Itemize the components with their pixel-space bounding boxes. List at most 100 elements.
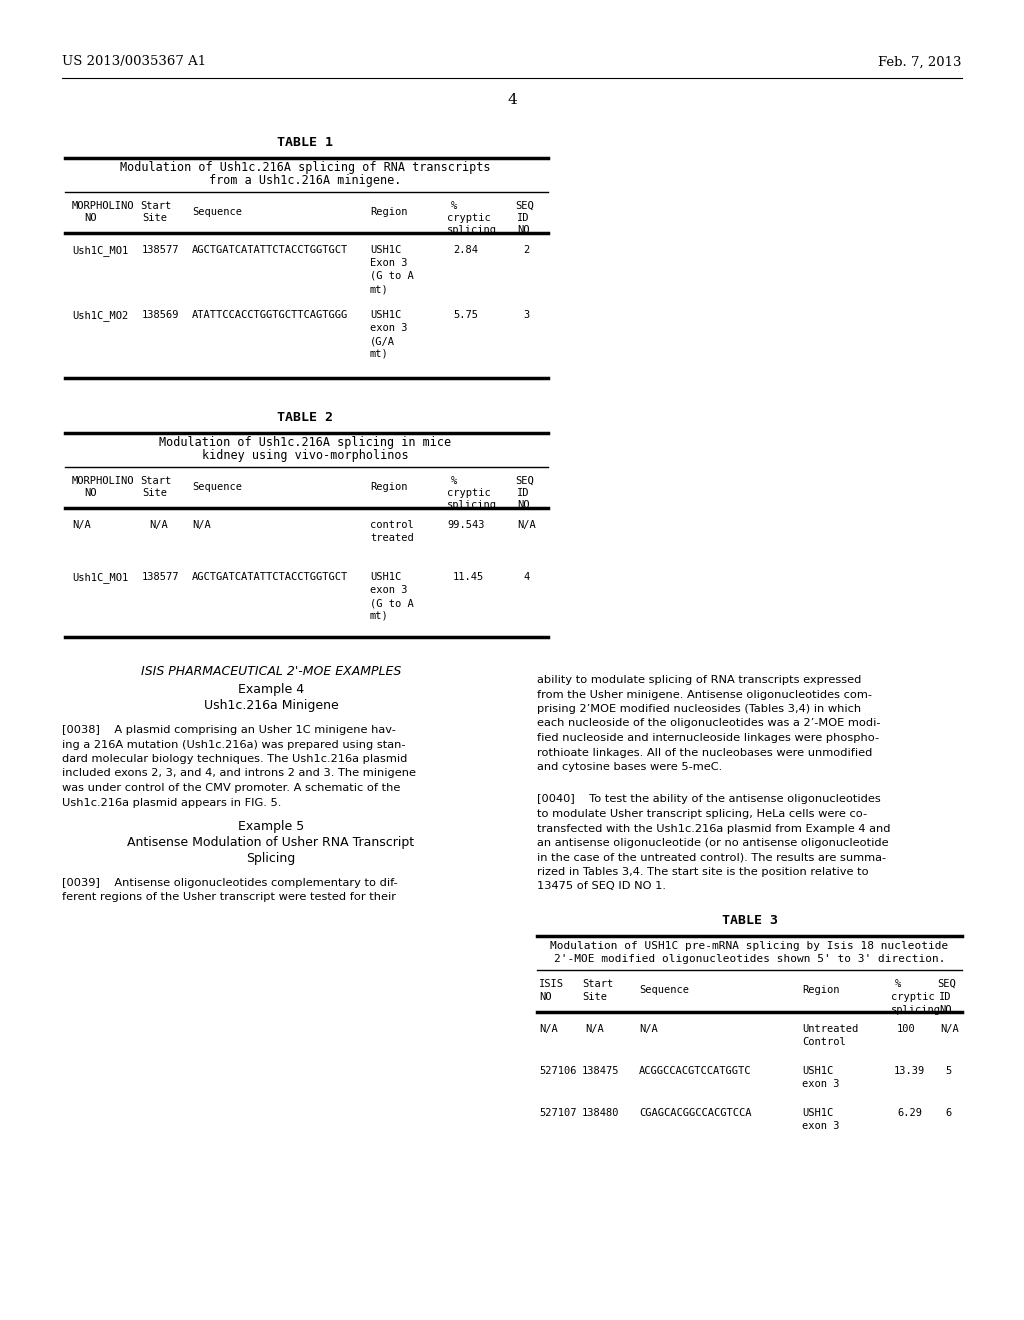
Text: splicing: splicing bbox=[891, 1005, 941, 1015]
Text: SEQ: SEQ bbox=[937, 979, 955, 989]
Text: Untreated: Untreated bbox=[802, 1024, 858, 1034]
Text: TABLE 3: TABLE 3 bbox=[722, 913, 777, 927]
Text: Exon 3: Exon 3 bbox=[370, 257, 408, 268]
Text: Region: Region bbox=[802, 985, 840, 995]
Text: 138577: 138577 bbox=[142, 572, 179, 582]
Text: exon 3: exon 3 bbox=[802, 1121, 840, 1131]
Text: ACGGCCACGTCCATGGTC: ACGGCCACGTCCATGGTC bbox=[639, 1067, 752, 1076]
Text: control: control bbox=[370, 520, 414, 531]
Text: prising 2’MOE modified nucleosides (Tables 3,4) in which: prising 2’MOE modified nucleosides (Tabl… bbox=[537, 704, 861, 714]
Text: Site: Site bbox=[142, 213, 167, 223]
Text: NO: NO bbox=[517, 224, 529, 235]
Text: ferent regions of the Usher transcript were tested for their: ferent regions of the Usher transcript w… bbox=[62, 892, 396, 903]
Text: Sequence: Sequence bbox=[639, 985, 689, 995]
Text: Example 5: Example 5 bbox=[238, 820, 304, 833]
Text: ing a 216A mutation (Ush1c.216a) was prepared using stan-: ing a 216A mutation (Ush1c.216a) was pre… bbox=[62, 739, 406, 750]
Text: ISIS: ISIS bbox=[539, 979, 564, 989]
Text: 527106: 527106 bbox=[539, 1067, 577, 1076]
Text: ID: ID bbox=[517, 213, 529, 223]
Text: NO: NO bbox=[939, 1005, 951, 1015]
Text: splicing: splicing bbox=[447, 224, 497, 235]
Text: 13.39: 13.39 bbox=[894, 1067, 926, 1076]
Text: was under control of the CMV promoter. A schematic of the: was under control of the CMV promoter. A… bbox=[62, 783, 400, 793]
Text: Control: Control bbox=[802, 1038, 846, 1047]
Text: 6: 6 bbox=[945, 1107, 951, 1118]
Text: N/A: N/A bbox=[72, 520, 91, 531]
Text: Site: Site bbox=[582, 993, 607, 1002]
Text: 4: 4 bbox=[507, 92, 517, 107]
Text: Sequence: Sequence bbox=[193, 482, 242, 492]
Text: 138577: 138577 bbox=[142, 246, 179, 255]
Text: ability to modulate splicing of RNA transcripts expressed: ability to modulate splicing of RNA tran… bbox=[537, 675, 861, 685]
Text: N/A: N/A bbox=[940, 1024, 958, 1034]
Text: cryptic: cryptic bbox=[447, 213, 490, 223]
Text: Example 4: Example 4 bbox=[238, 682, 304, 696]
Text: exon 3: exon 3 bbox=[802, 1078, 840, 1089]
Text: SEQ: SEQ bbox=[515, 201, 534, 211]
Text: cryptic: cryptic bbox=[891, 993, 935, 1002]
Text: USH1C: USH1C bbox=[802, 1067, 834, 1076]
Text: N/A: N/A bbox=[639, 1024, 657, 1034]
Text: from a Ush1c.216A minigene.: from a Ush1c.216A minigene. bbox=[209, 174, 401, 187]
Text: USH1C: USH1C bbox=[370, 572, 401, 582]
Text: 13475 of SEQ ID NO 1.: 13475 of SEQ ID NO 1. bbox=[537, 882, 666, 891]
Text: Start: Start bbox=[582, 979, 613, 989]
Text: Feb. 7, 2013: Feb. 7, 2013 bbox=[879, 55, 962, 69]
Text: an antisense oligonucleotide (or no antisense oligonucleotide: an antisense oligonucleotide (or no anti… bbox=[537, 838, 889, 847]
Text: [0038]    A plasmid comprising an Usher 1C minigene hav-: [0038] A plasmid comprising an Usher 1C … bbox=[62, 725, 396, 735]
Text: N/A: N/A bbox=[150, 520, 168, 531]
Text: Modulation of USH1C pre-mRNA splicing by Isis 18 nucleotide: Modulation of USH1C pre-mRNA splicing by… bbox=[550, 941, 948, 950]
Text: Ush1c.216a plasmid appears in FIG. 5.: Ush1c.216a plasmid appears in FIG. 5. bbox=[62, 797, 282, 808]
Text: %: % bbox=[451, 477, 458, 486]
Text: [0039]    Antisense oligonucleotides complementary to dif-: [0039] Antisense oligonucleotides comple… bbox=[62, 878, 397, 888]
Text: NO: NO bbox=[84, 488, 96, 498]
Text: (G/A: (G/A bbox=[370, 337, 395, 346]
Text: NO: NO bbox=[84, 213, 96, 223]
Text: N/A: N/A bbox=[193, 520, 211, 531]
Text: in the case of the untreated control). The results are summa-: in the case of the untreated control). T… bbox=[537, 853, 886, 862]
Text: splicing: splicing bbox=[447, 500, 497, 510]
Text: USH1C: USH1C bbox=[370, 246, 401, 255]
Text: from the Usher minigene. Antisense oligonucleotides com-: from the Usher minigene. Antisense oligo… bbox=[537, 689, 872, 700]
Text: 100: 100 bbox=[897, 1024, 915, 1034]
Text: USH1C: USH1C bbox=[802, 1107, 834, 1118]
Text: Ush1C_MO1: Ush1C_MO1 bbox=[72, 246, 128, 256]
Text: TABLE 1: TABLE 1 bbox=[278, 136, 333, 149]
Text: each nucleoside of the oligonucleotides was a 2’-MOE modi-: each nucleoside of the oligonucleotides … bbox=[537, 718, 881, 729]
Text: rized in Tables 3,4. The start site is the position relative to: rized in Tables 3,4. The start site is t… bbox=[537, 867, 868, 876]
Text: (G to A: (G to A bbox=[370, 271, 414, 281]
Text: exon 3: exon 3 bbox=[370, 585, 408, 595]
Text: Ush1c.216a Minigene: Ush1c.216a Minigene bbox=[204, 700, 338, 711]
Text: AGCTGATCATATTCTACCTGGTGCT: AGCTGATCATATTCTACCTGGTGCT bbox=[193, 572, 348, 582]
Text: MORPHOLINO: MORPHOLINO bbox=[72, 477, 134, 486]
Text: transfected with the Ush1c.216a plasmid from Example 4 and: transfected with the Ush1c.216a plasmid … bbox=[537, 824, 891, 833]
Text: rothioate linkages. All of the nucleobases were unmodified: rothioate linkages. All of the nucleobas… bbox=[537, 747, 872, 758]
Text: Antisense Modulation of Usher RNA Transcript: Antisense Modulation of Usher RNA Transc… bbox=[127, 836, 415, 849]
Text: MORPHOLINO: MORPHOLINO bbox=[72, 201, 134, 211]
Text: 138475: 138475 bbox=[582, 1067, 620, 1076]
Text: Modulation of Ush1c.216A splicing in mice: Modulation of Ush1c.216A splicing in mic… bbox=[159, 436, 451, 449]
Text: Site: Site bbox=[142, 488, 167, 498]
Text: 3: 3 bbox=[523, 310, 529, 319]
Text: 2: 2 bbox=[523, 246, 529, 255]
Text: NO: NO bbox=[539, 993, 552, 1002]
Text: to modulate Usher transcript splicing, HeLa cells were co-: to modulate Usher transcript splicing, H… bbox=[537, 809, 867, 818]
Text: SEQ: SEQ bbox=[515, 477, 534, 486]
Text: Region: Region bbox=[370, 482, 408, 492]
Text: [0040]    To test the ability of the antisense oligonucleotides: [0040] To test the ability of the antise… bbox=[537, 795, 881, 804]
Text: mt): mt) bbox=[370, 611, 389, 620]
Text: dard molecular biology techniques. The Ush1c.216a plasmid: dard molecular biology techniques. The U… bbox=[62, 754, 408, 764]
Text: CGAGCACGGCCACGTCCA: CGAGCACGGCCACGTCCA bbox=[639, 1107, 752, 1118]
Text: N/A: N/A bbox=[539, 1024, 558, 1034]
Text: 99.543: 99.543 bbox=[447, 520, 484, 531]
Text: 5: 5 bbox=[945, 1067, 951, 1076]
Text: Region: Region bbox=[370, 207, 408, 216]
Text: Modulation of Ush1c.216A splicing of RNA transcripts: Modulation of Ush1c.216A splicing of RNA… bbox=[120, 161, 490, 174]
Text: Sequence: Sequence bbox=[193, 207, 242, 216]
Text: 138480: 138480 bbox=[582, 1107, 620, 1118]
Text: ISIS PHARMACEUTICAL 2'-MOE EXAMPLES: ISIS PHARMACEUTICAL 2'-MOE EXAMPLES bbox=[141, 665, 401, 678]
Text: US 2013/0035367 A1: US 2013/0035367 A1 bbox=[62, 55, 206, 69]
Text: Ush1C_MO2: Ush1C_MO2 bbox=[72, 310, 128, 321]
Text: Start: Start bbox=[140, 201, 171, 211]
Text: 2'-MOE modified oligonucleotides shown 5' to 3' direction.: 2'-MOE modified oligonucleotides shown 5… bbox=[554, 954, 945, 964]
